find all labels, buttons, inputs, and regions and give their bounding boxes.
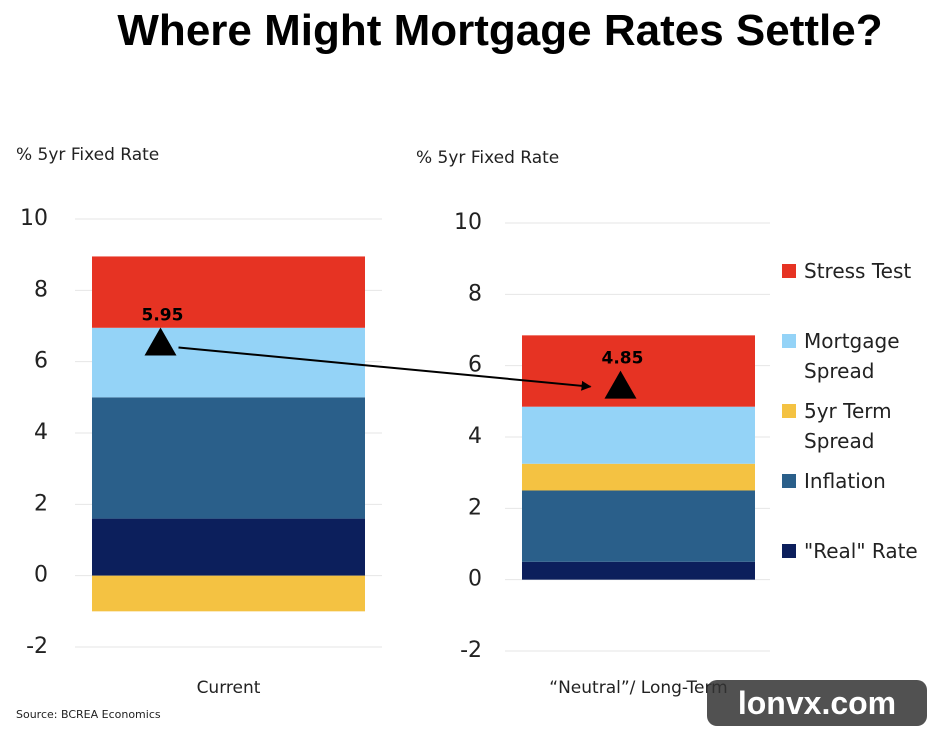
legend-swatch	[782, 474, 796, 488]
legend-swatch	[782, 544, 796, 558]
y-tick-label: 2	[468, 495, 482, 520]
y-tick-label: 6	[34, 349, 48, 374]
legend-swatch	[782, 404, 796, 418]
bar-segment	[522, 490, 755, 562]
legend-swatch	[782, 334, 796, 348]
marker-label: 4.85	[602, 349, 644, 369]
bar-segment	[92, 256, 365, 328]
legend-label: Stress Test	[804, 259, 912, 283]
bar-segment	[92, 518, 365, 576]
marker	[144, 327, 177, 356]
marker-label: 5.95	[142, 305, 184, 325]
legend: Stress Test Mortgage Spread 5yr Term Sprea…	[782, 256, 922, 606]
legend-label: "Real" Rate	[804, 539, 918, 563]
y-tick-label: 6	[468, 353, 482, 378]
y-axis-label: % 5yr Fixed Rate	[416, 148, 559, 168]
y-tick-label: 4	[34, 420, 48, 445]
legend-item: Mortgage Spread	[782, 326, 922, 396]
bar-segment	[522, 561, 755, 580]
y-tick-label: 4	[468, 424, 482, 449]
y-tick-label: 10	[454, 210, 482, 235]
arrow	[178, 346, 592, 391]
watermark: lonvx.com	[707, 680, 927, 726]
legend-label: Mortgage Spread	[804, 329, 900, 383]
marker	[604, 370, 637, 399]
legend-item: Inflation	[782, 466, 922, 536]
bar-segment	[522, 335, 755, 407]
bar-segment	[92, 327, 365, 398]
y-tick-label: 0	[468, 567, 482, 592]
y-tick-label: 8	[34, 277, 48, 302]
x-tick-label: “Neutral”/ Long-Term	[549, 678, 727, 698]
page-title: Where Might Mortgage Rates Settle?	[117, 6, 883, 55]
legend-label: 5yr Term Spread	[804, 399, 892, 453]
y-tick-label: -2	[460, 638, 482, 663]
legend-item: "Real" Rate	[782, 536, 922, 606]
y-tick-label: 10	[20, 206, 48, 231]
y-tick-label: 0	[34, 563, 48, 588]
legend-label: Inflation	[804, 469, 886, 493]
x-tick-label: Current	[197, 678, 261, 698]
bar-segment	[522, 406, 755, 464]
source: Source: BCREA Economics	[16, 708, 161, 721]
y-tick-label: 2	[34, 491, 48, 516]
legend-item: 5yr Term Spread	[782, 396, 922, 466]
bar-segment	[522, 463, 755, 491]
legend-swatch	[782, 264, 796, 278]
bar-segment	[92, 397, 365, 519]
legend-item: Stress Test	[782, 256, 922, 326]
y-tick-label: 8	[468, 281, 482, 306]
bar-segment	[92, 575, 365, 612]
y-axis-label: % 5yr Fixed Rate	[16, 145, 159, 165]
y-tick-label: -2	[26, 634, 48, 659]
